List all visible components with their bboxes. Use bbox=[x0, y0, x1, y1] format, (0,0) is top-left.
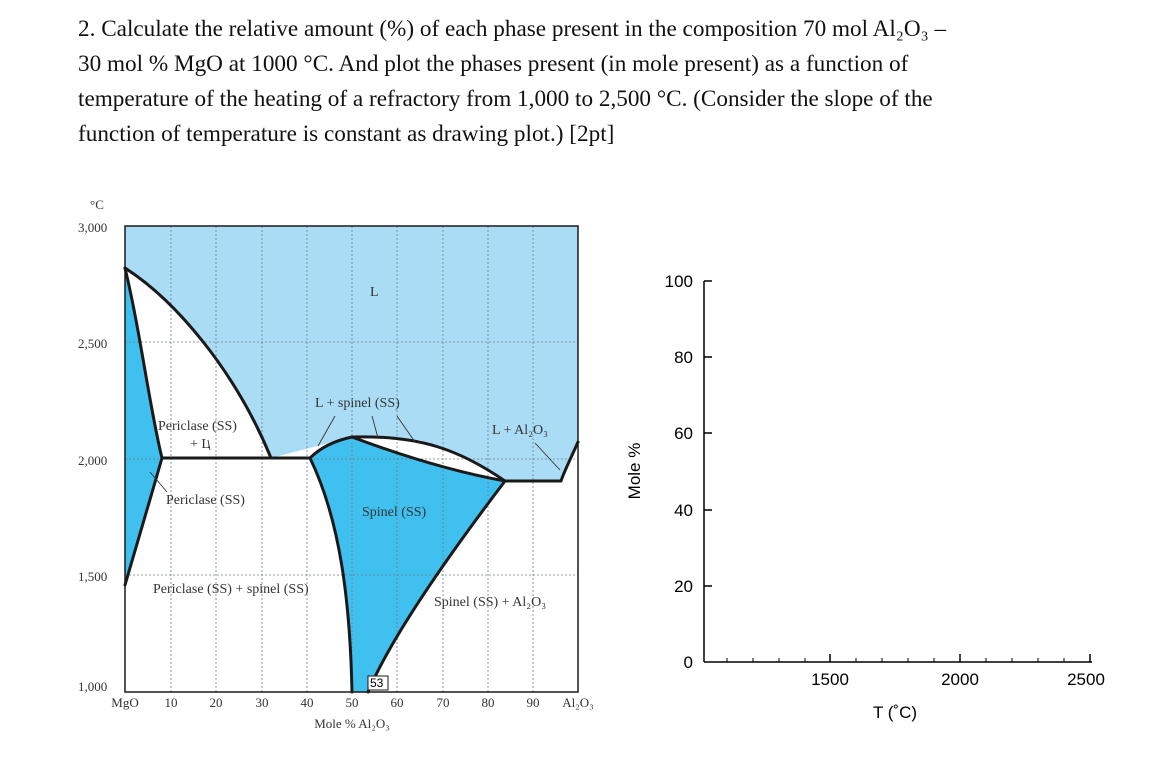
answer-plot: 100 80 60 40 20 0 Mole % 1500 2000 2500 … bbox=[625, 272, 1105, 722]
composition-marker-box bbox=[367, 675, 389, 691]
x-tick-50: 50 bbox=[346, 695, 359, 710]
phase-boundaries bbox=[123, 266, 580, 694]
question-line-4: function of temperature is constant as d… bbox=[78, 121, 615, 147]
region-spinel-al2o3-label: Spinel (SS) + Al₂O₃ bbox=[434, 595, 546, 610]
x-tick-70: 70 bbox=[437, 695, 450, 710]
region-periclase-l-label-1: Periclase (SS) bbox=[158, 419, 237, 434]
leader-lines bbox=[149, 415, 561, 493]
composition-marker-label: 53 bbox=[370, 676, 384, 690]
y-tick-2000: 2,000 bbox=[78, 453, 107, 468]
x-tick-30: 30 bbox=[256, 695, 269, 710]
x-tick-60: 60 bbox=[391, 695, 404, 710]
x-axis-label: Mole % Al₂O₃ bbox=[314, 716, 390, 731]
answer-y-tick-100: 100 bbox=[665, 272, 693, 291]
question-line-1: 2. Calculate the relative amount (%) of … bbox=[78, 16, 947, 42]
x-tick-90: 90 bbox=[527, 695, 540, 710]
y-tick-1000: 1,000 bbox=[78, 679, 107, 694]
x-tick-40: 40 bbox=[301, 695, 314, 710]
question-line-3: temperature of the heating of a refracto… bbox=[78, 86, 933, 112]
periclase-liquid-region bbox=[125, 268, 271, 458]
question-text: 2. Calculate the relative amount (%) of … bbox=[78, 12, 1078, 152]
region-spinel-label: Spinel (SS) bbox=[362, 505, 427, 520]
answer-y-tick-20: 20 bbox=[674, 577, 693, 596]
spinel-ss-region bbox=[310, 437, 505, 692]
x-tick-al2o3: Al₂O₃ bbox=[562, 695, 593, 710]
y-tick-1500: 1,500 bbox=[78, 569, 107, 584]
answer-y-tick-60: 60 bbox=[674, 424, 693, 443]
periclase-ss-region bbox=[125, 268, 162, 585]
answer-y-axis-label: Mole % bbox=[625, 443, 644, 500]
x-tick-10: 10 bbox=[165, 695, 178, 710]
x-tick-20: 20 bbox=[210, 695, 223, 710]
answer-y-tick-80: 80 bbox=[674, 348, 693, 367]
answer-y-tick-0: 0 bbox=[684, 653, 693, 672]
question-line-2: 30 mol % MgO at 1000 °C. And plot the ph… bbox=[78, 51, 909, 77]
diagram-frame bbox=[124, 225, 579, 693]
y-unit-label: °C bbox=[90, 197, 104, 212]
phase-diagram: 53 L L + spinel (SS) L + Al₂O₃ Periclase… bbox=[78, 197, 594, 731]
region-periclase-l-label-2: + L bbox=[190, 437, 210, 452]
region-periclase-label: Periclase (SS) bbox=[166, 493, 245, 508]
answer-x-tick-labels: 1500 2000 2500 bbox=[811, 670, 1105, 689]
y-tick-3000: 3,000 bbox=[78, 220, 107, 235]
region-l-al2o3-label: L + Al₂O₃ bbox=[492, 423, 548, 438]
region-liquid-label: L bbox=[370, 285, 379, 300]
answer-x-axis-label: T (˚C) bbox=[873, 703, 917, 722]
answer-y-tick-40: 40 bbox=[674, 501, 693, 520]
region-l-spinel-label: L + spinel (SS) bbox=[315, 396, 400, 411]
x-ticks: MgO 10 20 30 40 50 60 70 80 90 Al₂O₃ bbox=[111, 695, 593, 710]
answer-x-tick-marks bbox=[726, 654, 1091, 662]
x-tick-mgo: MgO bbox=[111, 695, 138, 710]
answer-y-tick-marks bbox=[704, 280, 712, 587]
x-tick-80: 80 bbox=[482, 695, 495, 710]
y-tick-2500: 2,500 bbox=[78, 336, 107, 351]
answer-x-tick-2000: 2000 bbox=[941, 670, 979, 689]
region-periclase-spinel-label: Periclase (SS) + spinel (SS) bbox=[153, 582, 309, 597]
answer-y-tick-labels: 100 80 60 40 20 0 bbox=[665, 272, 693, 672]
answer-x-tick-1500: 1500 bbox=[811, 670, 849, 689]
answer-x-tick-2500: 2500 bbox=[1067, 670, 1105, 689]
